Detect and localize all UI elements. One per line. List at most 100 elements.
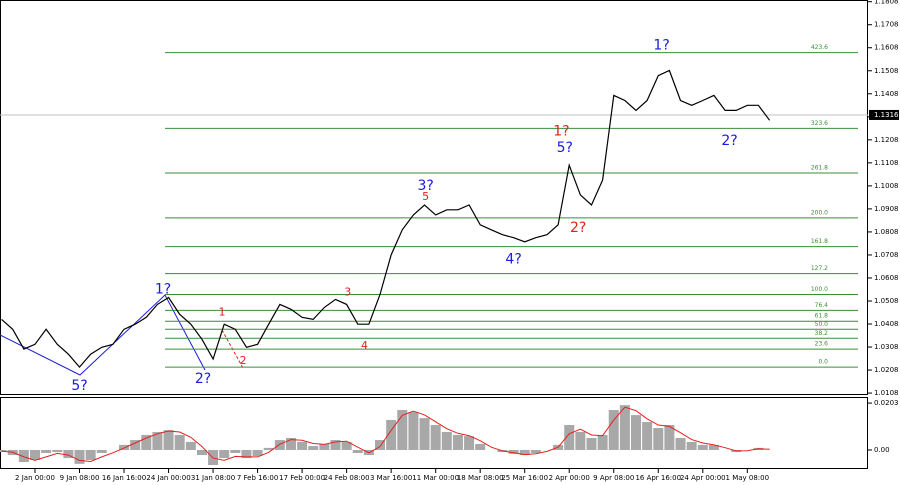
current-price-label: 1.1316 (874, 111, 899, 119)
wave-label: 2? (570, 220, 586, 236)
y-tick-label: 1.1008 (874, 182, 899, 190)
histogram-bar (664, 425, 675, 450)
histogram-bar (397, 410, 408, 450)
fib-label: 38.2 (815, 330, 829, 337)
histogram-bar (508, 449, 519, 454)
histogram-bar (441, 431, 452, 450)
histogram-bar (196, 449, 207, 456)
y-tick-label: 1.1508 (874, 67, 899, 75)
histogram-bar (230, 449, 241, 453)
fib-label: 100.0 (811, 286, 828, 293)
histogram-bar (608, 410, 619, 450)
histogram-bar (174, 434, 185, 450)
x-tick-label: 2 Jan 00:00 (15, 474, 55, 482)
y-tick-label: 0.0203 (874, 399, 899, 407)
histogram-bar (586, 437, 597, 450)
wave-label: 2? (721, 133, 737, 149)
histogram-bar (63, 449, 74, 459)
x-tick-label: 7 Feb 16:00 (237, 474, 278, 482)
wave-label: 4 (361, 339, 368, 352)
histogram-bar (185, 441, 196, 450)
x-tick-label: 9 Jan 08:00 (60, 474, 100, 482)
histogram-bar (319, 443, 330, 450)
x-tick-label: 17 Feb 00:00 (279, 474, 325, 482)
y-tick-label: 1.1608 (874, 44, 899, 52)
y-tick-label: 1.0408 (874, 320, 899, 328)
histogram-bar (96, 449, 107, 453)
histogram-bar (18, 449, 29, 462)
x-tick-label: 24 Jan 00:00 (146, 474, 190, 482)
histogram-bar (619, 405, 630, 450)
x-tick-label: 24 Feb 08:00 (324, 474, 370, 482)
fib-label: 0.0 (818, 359, 828, 366)
wave-label: 2? (195, 371, 211, 387)
histogram-bar (430, 425, 441, 450)
fib-label: 323.6 (811, 120, 828, 127)
y-tick-label: 1.0708 (874, 251, 899, 259)
y-tick-label: 1.1708 (874, 21, 899, 29)
histogram-bar (452, 434, 463, 450)
histogram-bar (52, 449, 63, 453)
histogram-bar (653, 428, 664, 450)
histogram-bar (675, 437, 686, 450)
wave-label: 1? (553, 123, 569, 139)
fib-label: 423.6 (811, 44, 828, 51)
histogram-bar (141, 434, 152, 450)
histogram-bar (330, 440, 341, 450)
fib-label: 76.4 (815, 302, 829, 309)
y-tick-label: 1.0208 (874, 366, 899, 374)
x-tick-label: 16 Jan 16:00 (102, 474, 146, 482)
histogram-bar (519, 449, 530, 456)
wave-label: 1? (155, 281, 171, 297)
y-tick-label: 1.1208 (874, 136, 899, 144)
wave-label: 1 (218, 305, 225, 318)
histogram-bar (386, 419, 397, 450)
x-tick-label: 3 Mar 16:00 (370, 474, 412, 482)
histogram-bar (686, 441, 697, 450)
fib-label: 61.8 (815, 313, 829, 320)
fib-label: 161.8 (811, 238, 828, 245)
fib-label: 200.0 (811, 209, 828, 216)
wave-label: 1? (653, 38, 669, 54)
y-tick-label: 1.1408 (874, 90, 899, 98)
histogram-bar (74, 449, 85, 464)
histogram-bar (130, 440, 141, 450)
histogram-bar (708, 444, 719, 450)
histogram-bar (85, 449, 96, 460)
histogram-bar (41, 449, 52, 453)
histogram-bar (530, 449, 541, 453)
x-tick-label: 9 Apr 08:00 (593, 474, 634, 482)
histogram-bar (285, 437, 296, 450)
histogram-bar (575, 431, 586, 450)
histogram-bar (341, 441, 352, 450)
histogram-bar (475, 443, 486, 450)
x-tick-label: 11 Mar 00:00 (412, 474, 459, 482)
histogram-bar (464, 436, 475, 450)
histogram-bar (419, 418, 430, 450)
fib-label: 261.8 (811, 164, 828, 171)
wave-label: 3 (344, 285, 351, 298)
wave-label: 3? (417, 178, 433, 194)
y-tick-label: 1.0108 (874, 389, 899, 397)
price-line (1, 69, 771, 369)
y-tick-label: 1.0508 (874, 297, 899, 305)
price-panel (0, 0, 868, 395)
histogram-bar (263, 447, 274, 450)
histogram-bar (308, 446, 319, 450)
x-tick-label: 18 Mar 08:00 (457, 474, 504, 482)
x-tick-label: 31 Jan 08:00 (191, 474, 235, 482)
y-tick-label: 1.0608 (874, 274, 899, 282)
histogram-bar (352, 449, 363, 453)
histogram-bar (152, 431, 163, 450)
histogram-bar (642, 422, 653, 450)
histogram-bar (274, 440, 285, 450)
fib-label: 23.6 (815, 341, 829, 348)
histogram-bar (252, 449, 263, 456)
wave-label: 4? (505, 252, 521, 268)
histogram-bar (163, 430, 174, 450)
histogram-bar (631, 415, 642, 450)
y-tick-label: 1.1108 (874, 159, 899, 167)
histogram-bar (119, 444, 130, 450)
y-tick-label: 1.0308 (874, 343, 899, 351)
